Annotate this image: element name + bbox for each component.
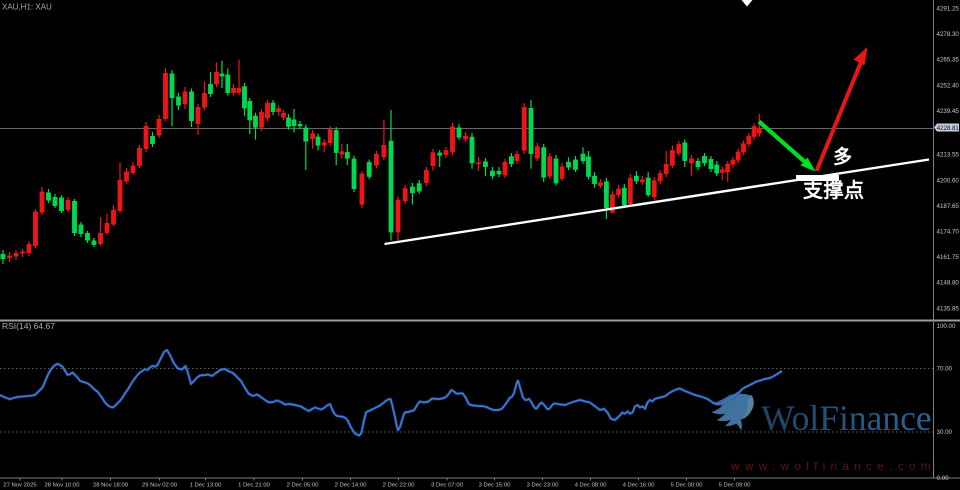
- svg-text:4228.81: 4228.81: [937, 125, 960, 132]
- svg-text:3 Dec 07:00: 3 Dec 07:00: [431, 483, 463, 489]
- svg-text:5 Dec 00:00: 5 Dec 00:00: [671, 483, 703, 489]
- svg-text:70.00: 70.00: [937, 366, 953, 373]
- svg-text:4213.55: 4213.55: [937, 152, 960, 159]
- svg-text:www.wolfinance.com: www.wolfinance.com: [730, 459, 936, 473]
- svg-text:4 Dec 16:00: 4 Dec 16:00: [623, 483, 655, 489]
- svg-text:28 Nov 18:00: 28 Nov 18:00: [93, 483, 129, 489]
- svg-text:4 Dec 08:00: 4 Dec 08:00: [575, 483, 607, 489]
- svg-text:1 Dec 13:00: 1 Dec 13:00: [190, 483, 222, 489]
- svg-text:1 Dec 21:00: 1 Dec 21:00: [238, 483, 270, 489]
- svg-text:30.00: 30.00: [937, 429, 953, 436]
- svg-text:4252.40: 4252.40: [937, 82, 960, 89]
- svg-text:4135.85: 4135.85: [937, 305, 960, 312]
- svg-text:4161.75: 4161.75: [937, 254, 960, 261]
- svg-text:4265.35: 4265.35: [937, 57, 960, 64]
- svg-text:4239.45: 4239.45: [937, 108, 960, 115]
- svg-text:27 Nov 2025: 27 Nov 2025: [3, 483, 37, 489]
- svg-text:4200.60: 4200.60: [937, 177, 960, 184]
- svg-text:4278.30: 4278.30: [937, 31, 960, 38]
- svg-text:4187.65: 4187.65: [937, 203, 960, 210]
- svg-text:支撑点: 支撑点: [803, 178, 865, 202]
- svg-text:WolFinance: WolFinance: [761, 398, 932, 438]
- svg-text:2 Dec 14:00: 2 Dec 14:00: [335, 483, 367, 489]
- svg-text:XAU,H1: XAU: XAU,H1: XAU: [2, 3, 52, 12]
- svg-text:4174.70: 4174.70: [937, 228, 960, 235]
- svg-text:29 Nov 02:00: 29 Nov 02:00: [142, 483, 178, 489]
- svg-text:28 Nov 10:00: 28 Nov 10:00: [44, 483, 80, 489]
- svg-text:2 Dec 05:00: 2 Dec 05:00: [287, 483, 319, 489]
- svg-text:3 Dec 23:00: 3 Dec 23:00: [527, 483, 559, 489]
- svg-text:4148.80: 4148.80: [937, 280, 960, 287]
- svg-text:5 Dec 09:00: 5 Dec 09:00: [719, 483, 751, 489]
- svg-text:4291.25: 4291.25: [937, 5, 960, 12]
- svg-text:100.00: 100.00: [937, 323, 956, 330]
- svg-text:0.00: 0.00: [937, 475, 950, 482]
- svg-text:多: 多: [833, 145, 852, 168]
- svg-text:3 Dec 15:00: 3 Dec 15:00: [479, 483, 511, 489]
- svg-text:2 Dec 22:00: 2 Dec 22:00: [383, 483, 415, 489]
- svg-text:RSI(14) 64.67: RSI(14) 64.67: [2, 321, 55, 331]
